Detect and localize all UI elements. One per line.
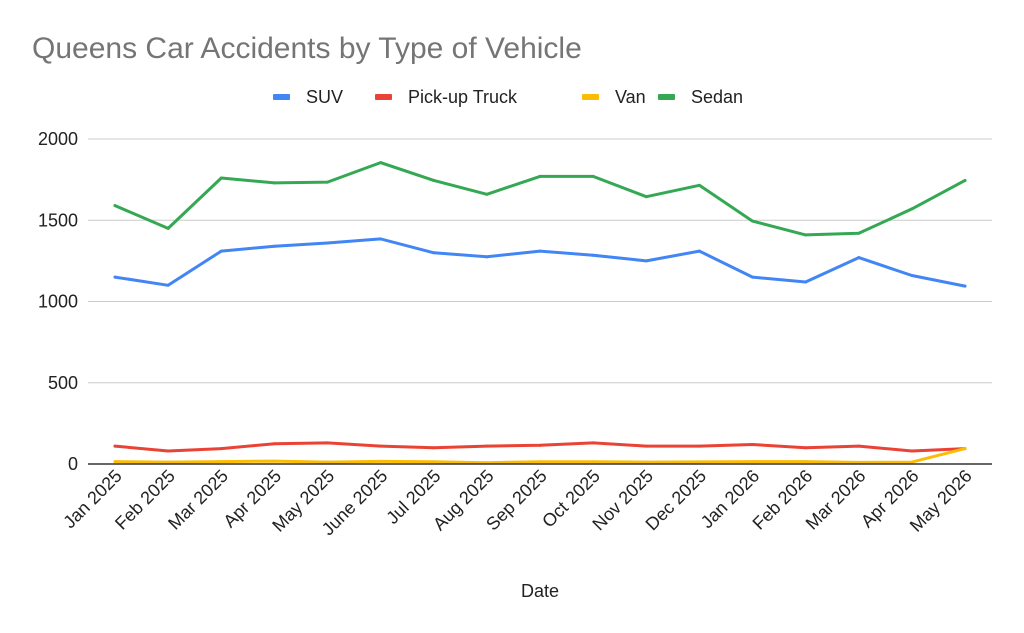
data-point [697,183,701,187]
data-point [591,441,595,445]
data-point [697,249,701,253]
legend-swatch [658,94,675,100]
data-point [113,444,117,448]
data-point [591,460,595,464]
x-axis-title: Date [521,581,559,601]
y-tick-label: 0 [68,454,78,474]
data-point [591,174,595,178]
legend-item: Van [582,87,646,107]
data-point [219,460,223,464]
data-point [857,256,861,260]
data-point [804,460,808,464]
data-point [326,441,329,445]
legend-label: Sedan [691,87,743,107]
data-point [432,251,436,255]
data-point [432,446,436,450]
data-point [751,460,754,464]
data-point [166,226,170,230]
data-point [591,253,595,257]
data-point [485,255,489,259]
data-point [326,460,329,464]
y-axis-ticks: 0 500 1000 1500 2000 [38,129,78,474]
data-point [219,447,223,451]
data-point [326,180,329,184]
legend-item: Sedan [658,87,743,107]
data-point [751,219,754,223]
data-point [697,444,701,448]
legend-swatch [273,94,290,100]
data-point [644,444,648,448]
data-point [644,259,648,263]
data-point [432,460,436,464]
data-point [272,459,276,463]
legend-item: SUV [273,87,343,107]
data-point [538,174,542,178]
data-point [326,241,329,245]
data-point [910,460,914,464]
data-point [963,284,967,288]
series-sedan [113,161,967,237]
series-pick-up-truck [113,441,967,453]
data-point [857,460,861,464]
data-point [697,460,701,464]
data-point [804,446,808,450]
data-point [432,178,436,182]
chart-title: Queens Car Accidents by Type of Vehicle [32,32,582,65]
data-point [272,442,276,446]
data-point [166,449,170,453]
data-point [379,444,383,448]
data-point [910,207,914,211]
data-point [644,195,648,199]
series-line [113,237,967,288]
data-point [751,443,754,446]
legend-label: SUV [306,87,343,107]
data-point [219,249,223,253]
data-point [963,178,967,182]
data-point [804,233,808,237]
series-lines [113,161,967,465]
data-point [113,275,117,279]
data-point [379,459,383,463]
data-point [113,460,117,464]
data-point [804,280,808,284]
data-point [272,244,276,248]
series-suv [113,237,967,288]
data-point [751,275,754,279]
data-point [644,460,648,464]
data-point [113,204,117,208]
legend-item: Pick-up Truck [375,87,518,107]
data-point [538,249,542,253]
data-point [538,443,542,447]
y-tick-label: 2000 [38,129,78,149]
series-line [113,161,967,237]
data-point [272,181,276,185]
legend-label: Van [615,87,646,107]
data-point [538,460,542,464]
data-point [910,274,914,277]
legend-label: Pick-up Truck [408,87,518,107]
y-tick-label: 500 [48,373,78,393]
data-point [485,444,489,448]
legend-swatch [582,94,599,100]
data-point [166,283,170,287]
data-point [166,460,170,464]
data-point [857,231,861,235]
y-tick-label: 1500 [38,210,78,230]
gridlines [88,138,992,384]
data-point [910,449,914,453]
data-point [379,237,383,241]
legend-swatch [375,94,392,100]
data-point [485,192,489,196]
series-van [113,447,967,465]
data-point [219,176,223,180]
legend: SUV Pick-up Truck Van Sedan [273,87,743,107]
y-tick-label: 1000 [38,292,78,312]
data-point [857,444,861,448]
data-point [379,161,383,165]
data-point [963,447,967,451]
